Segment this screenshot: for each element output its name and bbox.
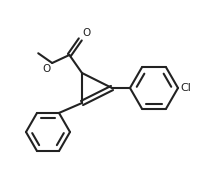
Text: O: O (82, 28, 90, 38)
Text: O: O (42, 64, 50, 74)
Text: Cl: Cl (180, 83, 191, 93)
